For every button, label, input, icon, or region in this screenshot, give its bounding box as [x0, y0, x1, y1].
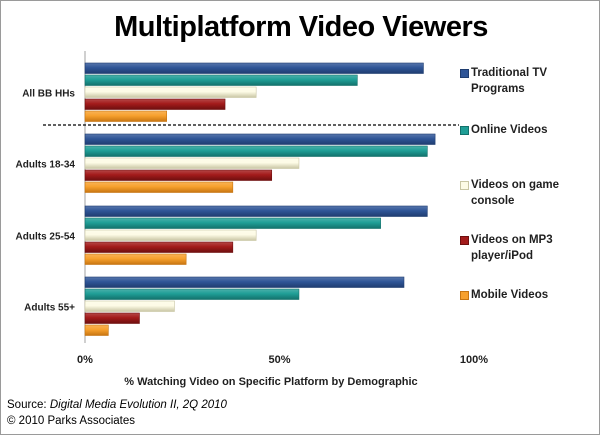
legend-label-4: Videos on MP3 player/iPod: [471, 234, 553, 262]
x-tick-label-3: 100%: [460, 354, 488, 366]
bar-2-5: [84, 181, 234, 193]
bar-2-2: [84, 145, 428, 157]
legend-item-2: Online Videos: [460, 122, 596, 138]
legend-item-4: Videos on MP3 player/iPod: [460, 232, 596, 264]
bar-3-3: [84, 229, 257, 241]
bar-1-2: [84, 74, 358, 86]
bar-3-4: [84, 241, 234, 253]
category-label-2: Adults 18-34: [16, 159, 76, 170]
x-tick-label-2: 50%: [268, 354, 290, 366]
source-title: Digital Media Evolution II, 2Q 2010: [49, 399, 227, 411]
bar-2-4: [84, 169, 273, 181]
bar-3-2: [84, 217, 381, 229]
x-tick-label-1: 0%: [77, 354, 93, 366]
bar-4-3: [84, 300, 175, 312]
legend-label-3: Videos on game console: [471, 179, 559, 207]
bar-1-1: [84, 62, 424, 74]
bar-4-5: [84, 324, 109, 336]
source-prefix: Source:: [7, 399, 50, 411]
bar-3-1: [84, 205, 428, 217]
bar-1-4: [84, 98, 226, 110]
bar-2-1: [84, 133, 436, 145]
bar-1-5: [84, 110, 167, 122]
legend-swatch-5: [460, 291, 469, 300]
category-label-1: All BB HHs: [22, 88, 75, 99]
x-axis-title: % Watching Video on Specific Platform by…: [124, 376, 417, 388]
bar-2-3: [84, 157, 300, 169]
legend-swatch-3: [460, 181, 469, 190]
copyright-note: © 2010 Parks Associates: [7, 415, 136, 427]
legend-label-1: Traditional TV Programs: [471, 67, 548, 95]
legend-item-5: Mobile Videos: [460, 287, 596, 303]
legend-swatch-2: [460, 126, 469, 135]
category-label-3: Adults 25-54: [16, 231, 76, 242]
legend-item-1: Traditional TV Programs: [460, 65, 596, 97]
bar-4-1: [84, 276, 405, 288]
legend-label-5: Mobile Videos: [471, 289, 549, 301]
legend-item-3: Videos on game console: [460, 177, 596, 209]
bar-4-2: [84, 288, 300, 300]
bar-1-3: [84, 86, 257, 98]
source-note: Source: Digital Media Evolution II, 2Q 2…: [7, 399, 227, 411]
chart-title: Multiplatform Video Viewers: [114, 11, 488, 43]
bar-3-5: [84, 253, 187, 265]
legend-swatch-1: [460, 69, 469, 78]
legend-label-2: Online Videos: [471, 124, 548, 136]
category-label-4: Adults 55+: [24, 302, 75, 313]
legend-swatch-4: [460, 236, 469, 245]
bar-4-4: [84, 312, 140, 324]
